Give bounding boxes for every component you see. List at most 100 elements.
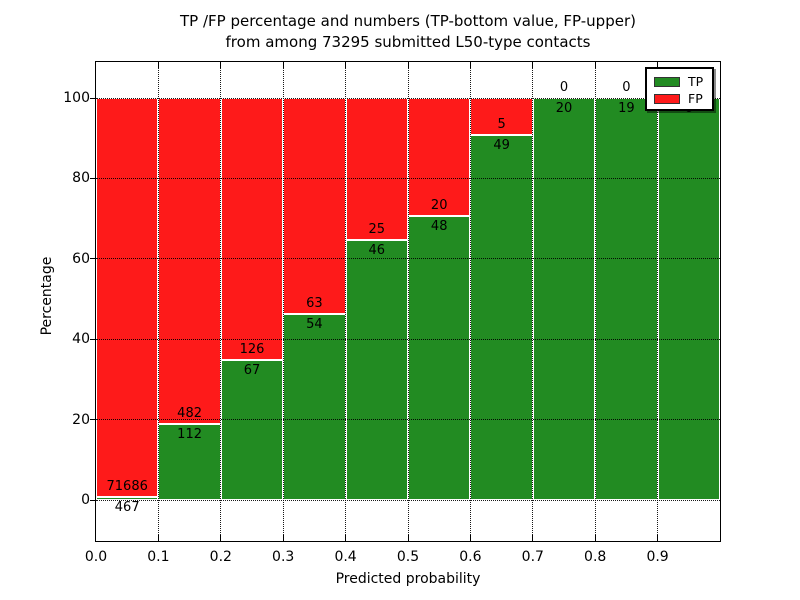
tp-bar-segment xyxy=(283,314,346,500)
v-gridline xyxy=(220,62,222,541)
x-tick-mark xyxy=(407,535,409,541)
tp-count-label: 112 xyxy=(177,427,202,443)
tp-bar-segment xyxy=(470,135,533,500)
x-tick-label: 0.0 xyxy=(84,549,108,565)
fp-bar-segment xyxy=(470,98,533,136)
y-tick-label: 60 xyxy=(72,250,90,267)
legend-label-tp: TP xyxy=(688,73,704,89)
legend-entry-tp: TP xyxy=(654,73,712,90)
tp-bar-segment xyxy=(158,424,221,500)
fp-bar-segment xyxy=(158,98,221,425)
tp-bar-segment xyxy=(657,98,720,500)
x-tick-mark xyxy=(532,62,534,68)
x-tick-mark xyxy=(157,62,159,68)
y-tick-mark xyxy=(90,258,95,260)
tp-count-label: 46 xyxy=(368,242,386,258)
v-gridline xyxy=(345,62,347,541)
fp-bar-segment xyxy=(283,98,346,315)
tp-bar-segment xyxy=(345,239,408,500)
chart-title-line2: from among 73295 submitted L50-type cont… xyxy=(225,33,591,51)
tp-count-label: 49 xyxy=(493,138,510,154)
x-tick-mark xyxy=(220,535,222,541)
fp-count-label: 63 xyxy=(306,296,323,312)
x-tick-label: 0.8 xyxy=(584,549,607,565)
tick-marks-layer xyxy=(90,62,720,541)
x-tick-mark xyxy=(345,535,347,541)
x-tick-label: 0.5 xyxy=(396,549,420,565)
y-tick-mark xyxy=(90,338,95,340)
x-tick-mark xyxy=(657,535,659,541)
x-tick-mark xyxy=(157,535,159,541)
v-gridline xyxy=(657,62,659,541)
plot-area: 71686 467 482 112 126 67 63 54 25 46 20 48 5 49 0 20 0 19… xyxy=(90,61,721,542)
x-tick-label: 0.9 xyxy=(646,549,669,565)
fp-count-label: 20 xyxy=(430,198,448,214)
chart-title: TP /FP percentage and numbers (TP-bottom… xyxy=(96,11,720,53)
fp-bar-segment xyxy=(345,98,408,240)
chart-title-line1: TP /FP percentage and numbers (TP-bottom… xyxy=(180,12,636,30)
fp-count-label: 482 xyxy=(177,406,202,422)
y-tick-label: 100 xyxy=(63,90,90,106)
tp-count-label: 467 xyxy=(114,500,140,516)
tp-legend-swatch-icon xyxy=(654,76,680,87)
fp-bar-segment xyxy=(96,98,159,498)
fp-bar-segment xyxy=(408,98,471,217)
y-tick-mark xyxy=(90,177,95,179)
y-tick-label: 20 xyxy=(72,411,90,428)
v-gridline xyxy=(532,62,534,541)
x-tick-label: 0.2 xyxy=(209,549,232,565)
fp-count-label: 5 xyxy=(497,117,506,133)
x-tick-label: 0.1 xyxy=(147,549,170,565)
h-gridline xyxy=(96,177,720,179)
x-axis-label: Predicted probability xyxy=(335,571,481,587)
v-gridline xyxy=(469,62,471,541)
y-axis-label: Percentage xyxy=(39,256,55,336)
bar-value-labels-layer: 71686 467 482 112 126 67 63 54 25 46 20 48 5 49 0 20 0 19… xyxy=(96,62,720,541)
fp-count-label: 71686 xyxy=(106,479,148,495)
tp-count-label: 20 xyxy=(555,101,573,116)
tp-count-label: 54 xyxy=(306,317,323,333)
y-tick-mark xyxy=(90,499,95,501)
x-tick-mark xyxy=(532,535,534,541)
h-gridline xyxy=(96,499,720,501)
x-tick-mark xyxy=(220,62,222,68)
x-tick-mark xyxy=(282,62,284,68)
x-tick-mark xyxy=(469,62,471,68)
v-gridline xyxy=(282,62,284,541)
fp-count-label: 0 xyxy=(559,80,569,95)
fp-bar-segment xyxy=(220,98,284,361)
y-tick-label: 40 xyxy=(72,331,90,348)
fp-count-label: 0 xyxy=(622,80,631,95)
y-tick-label: 80 xyxy=(72,170,90,187)
legend-entry-fp: FP xyxy=(654,90,712,107)
x-tick-mark xyxy=(345,62,347,68)
x-tick-mark xyxy=(594,62,596,68)
tp-count-label: 48 xyxy=(430,219,448,235)
tp-bar-segment xyxy=(595,98,658,500)
h-gridline xyxy=(96,419,720,421)
x-tick-mark xyxy=(594,535,596,541)
legend: TP FP xyxy=(645,67,714,111)
h-gridline xyxy=(96,97,720,99)
tp-bar-segment xyxy=(532,98,596,500)
fp-legend-swatch-icon xyxy=(654,93,680,104)
x-tick-mark xyxy=(657,62,659,68)
v-gridline xyxy=(594,62,596,541)
x-tick-label: 0.4 xyxy=(334,549,357,565)
tp-bar-segment xyxy=(220,360,284,500)
x-tick-label: 0.3 xyxy=(272,549,295,565)
x-tick-mark xyxy=(282,535,284,541)
fp-count-label: 126 xyxy=(239,342,265,358)
tp-count-label: 19 xyxy=(618,101,635,116)
bars-layer xyxy=(96,62,720,541)
y-tick-mark xyxy=(90,419,95,421)
gridlines-layer xyxy=(96,62,720,541)
x-tick-label: 0.6 xyxy=(459,549,482,565)
y-tick-label: 0 xyxy=(81,492,90,508)
x-tick-label: 0.7 xyxy=(521,549,544,565)
tp-bar-segment xyxy=(408,216,471,500)
h-gridline xyxy=(96,338,720,340)
v-gridline xyxy=(157,62,159,541)
x-tick-mark xyxy=(469,535,471,541)
legend-label-fp: FP xyxy=(688,90,703,106)
